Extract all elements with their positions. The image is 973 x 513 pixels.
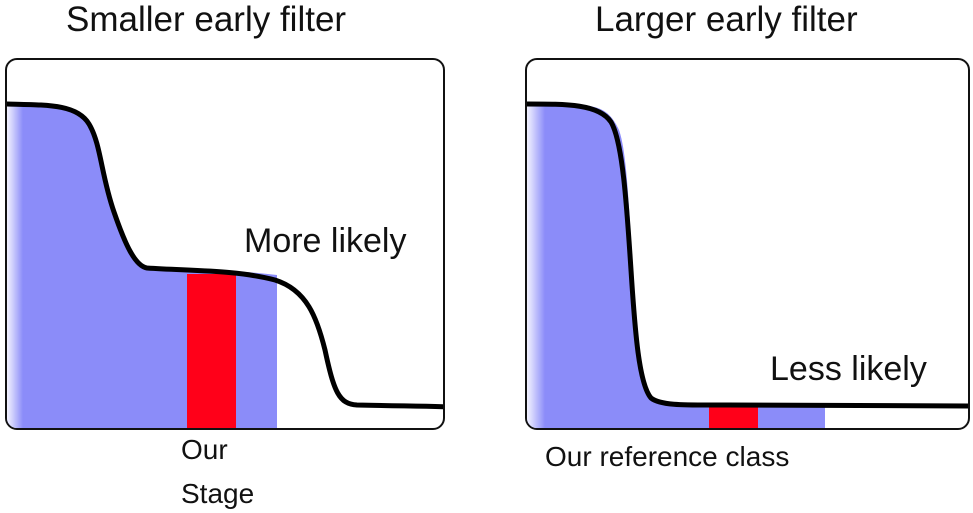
left-shade-fade	[7, 100, 23, 428]
more-likely-annotation: More likely	[244, 222, 407, 260]
right-shade-fade	[527, 100, 545, 428]
our-stage-marker	[187, 274, 236, 428]
right-shaded-region	[527, 104, 825, 428]
right-diagram	[527, 100, 968, 428]
reference-class-marker	[709, 404, 758, 428]
our-stage-label-line2: Stage	[181, 478, 255, 509]
less-likely-annotation: Less likely	[770, 350, 927, 388]
left-panel	[5, 58, 445, 430]
reference-class-label: Our reference class	[545, 441, 790, 472]
right-panel-title: Larger early filter	[595, 0, 858, 39]
right-probability-curve	[527, 101, 968, 409]
right-panel	[525, 58, 970, 430]
left-diagram	[7, 100, 443, 428]
our-stage-label-line1: Our	[181, 434, 228, 465]
left-panel-title: Smaller early filter	[66, 0, 347, 39]
left-probability-curve	[7, 101, 443, 410]
